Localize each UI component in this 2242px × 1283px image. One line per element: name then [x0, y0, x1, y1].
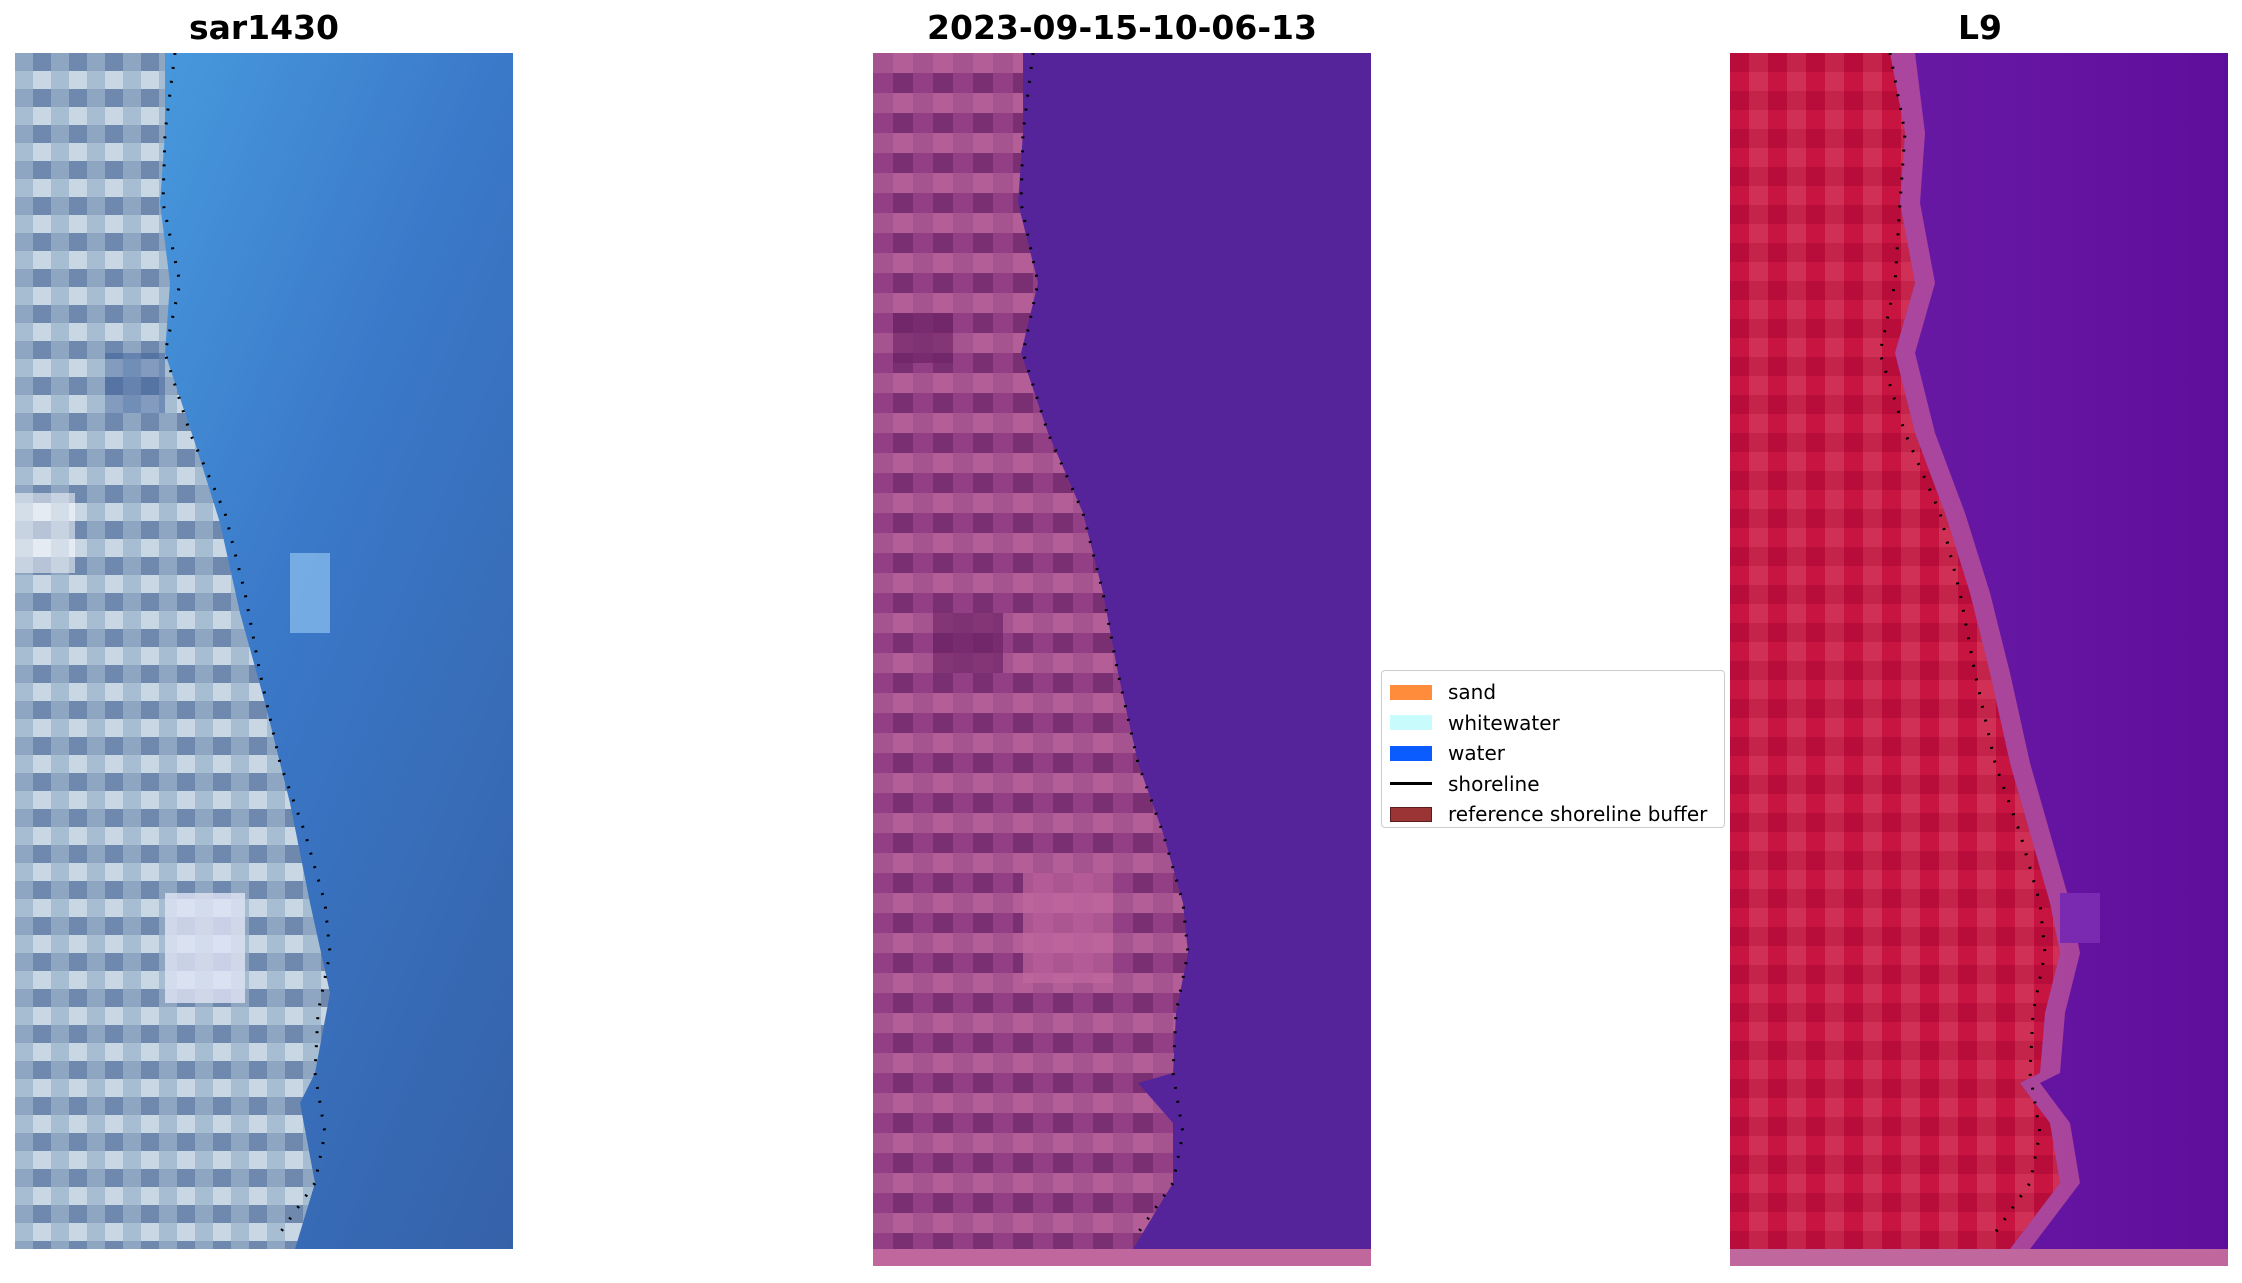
- legend-item-shoreline: shoreline: [1390, 769, 1716, 800]
- legend-item-whitewater: whitewater: [1390, 708, 1716, 739]
- l9-panel: [1730, 53, 2228, 1266]
- l9-buffer-strip: [1730, 1249, 2228, 1266]
- legend-item-water: water: [1390, 738, 1716, 769]
- panel-title-classification: 2023-09-15-10-06-13: [927, 8, 1317, 47]
- l9-land-mass: [1730, 53, 2060, 1249]
- l9-image: [1730, 53, 2228, 1266]
- panel-title-mndwi: L9: [1958, 8, 2002, 47]
- rgb-image: [15, 53, 513, 1249]
- legend-item-sand: sand: [1390, 677, 1716, 708]
- legend-item-reference-buffer: reference shoreline buffer: [1390, 799, 1716, 830]
- classification-image: [873, 53, 1371, 1266]
- legend-label-shoreline: shoreline: [1448, 771, 1540, 796]
- legend-swatch-sand: [1390, 684, 1432, 700]
- legend-label-whitewater: whitewater: [1448, 710, 1560, 735]
- legend-line-shoreline: [1390, 782, 1432, 786]
- legend-swatch-whitewater: [1390, 715, 1432, 731]
- rgb-land-mass: [15, 53, 330, 1249]
- classification-buffer-strip: [873, 1249, 1371, 1266]
- legend-swatch-reference-buffer: [1390, 806, 1432, 822]
- legend-swatch-water: [1390, 745, 1432, 761]
- panel-title-rgb: sar1430: [188, 8, 340, 47]
- legend-label-water: water: [1448, 741, 1505, 766]
- legend: sand whitewater water shoreline referenc…: [1381, 670, 1725, 828]
- rgb-image-panel: [15, 53, 513, 1249]
- legend-label-reference-buffer: reference shoreline buffer: [1448, 802, 1708, 827]
- legend-label-sand: sand: [1448, 680, 1497, 705]
- classification-panel: [873, 53, 1371, 1266]
